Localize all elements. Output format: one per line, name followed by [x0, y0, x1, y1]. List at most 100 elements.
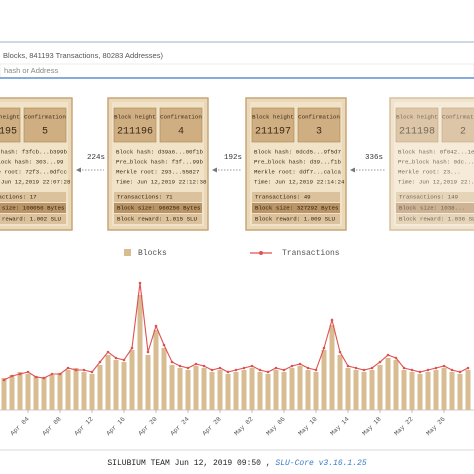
- bar: [441, 368, 447, 410]
- line-point: [146, 350, 150, 354]
- bar: [193, 366, 199, 410]
- line-point: [202, 364, 206, 368]
- bar: [249, 368, 255, 410]
- bar: [137, 295, 143, 410]
- card-header-box: [441, 107, 474, 143]
- legend-dot: [259, 251, 263, 255]
- card-header-box: [113, 107, 157, 143]
- card-stat: Block size: 960256 Bytes: [117, 205, 201, 212]
- line-point: [266, 370, 270, 374]
- block-card[interactable]: Block height 211196 Confirmation 4 Block has…: [107, 97, 209, 231]
- line-point: [162, 343, 166, 347]
- bar: [297, 366, 303, 410]
- card-stat: Transactions: 17: [0, 194, 37, 201]
- line-point: [282, 368, 286, 372]
- bar: [49, 375, 55, 410]
- card-stat: Block reward: 1.002 SLU: [0, 216, 62, 223]
- card-header-value: 211198: [399, 127, 435, 138]
- card-stat: Block reward: 1.036 SLU: [399, 216, 474, 223]
- bar: [41, 377, 47, 410]
- bar: [177, 368, 183, 410]
- card-header-value: 211197: [255, 127, 291, 138]
- line-point: [466, 366, 470, 370]
- bar: [33, 376, 39, 410]
- card-header-label: Confirmation: [160, 114, 202, 121]
- bar: [265, 374, 271, 410]
- card-strip: [0, 214, 66, 224]
- search-box[interactable]: [0, 63, 474, 79]
- block-card[interactable]: Block height 211195 Confirmation 5 Block has…: [0, 97, 73, 231]
- card-header-label: Block height: [252, 114, 294, 121]
- line-point: [386, 353, 390, 357]
- line-point: [10, 374, 14, 378]
- arrow-head: [76, 167, 81, 173]
- card-header-label: Block height: [0, 114, 20, 121]
- bar: [281, 372, 287, 410]
- line-point: [418, 370, 422, 374]
- line-point: [402, 366, 406, 370]
- card-header-label: Block height: [114, 114, 156, 121]
- line-point: [138, 281, 142, 285]
- card-strip: [114, 214, 202, 224]
- line-point: [258, 368, 262, 372]
- bar: [169, 365, 175, 410]
- bar: [121, 362, 127, 410]
- line-point: [66, 366, 70, 370]
- line-point: [82, 368, 86, 372]
- bar: [313, 372, 319, 410]
- card-stat: Block size: 327292 Bytes: [255, 205, 339, 212]
- card-header-box: [297, 107, 341, 143]
- card-info: Block hash: f3fcb...b399b: [0, 149, 67, 156]
- line-point: [298, 362, 302, 366]
- stats: Blocks, 841193 Transactions, 80283 Addre…: [3, 51, 163, 60]
- arrow-head: [350, 167, 355, 173]
- card-info: Time: Jun 12,2019 22:...: [398, 179, 474, 186]
- bar: [337, 355, 343, 410]
- card-header-value: 2: [460, 127, 466, 138]
- card-header-label: Confirmation: [442, 114, 474, 121]
- line-point: [130, 346, 134, 350]
- card-header-label: Confirmation: [24, 114, 66, 121]
- card-info: Merkle root: ddf7...calca: [254, 169, 341, 176]
- arrow-head: [212, 167, 217, 173]
- line-point: [170, 360, 174, 364]
- bar: [185, 370, 191, 410]
- line-point: [314, 368, 318, 372]
- line-point: [274, 366, 278, 370]
- line-point: [114, 356, 118, 360]
- bar: [345, 368, 351, 410]
- card-header-value: 211195: [0, 127, 17, 138]
- card-strip: [252, 192, 340, 202]
- bar: [217, 370, 223, 410]
- interval-label: 336s: [365, 154, 383, 162]
- card-strip: [114, 203, 202, 213]
- block-card[interactable]: Block height 211198 Confirmation 2 Block has…: [389, 97, 474, 231]
- card-info: Pre_block hash: f3f...99b: [116, 159, 203, 166]
- line-point: [74, 368, 78, 372]
- card-header-box: [159, 107, 203, 143]
- card-strip: [252, 214, 340, 224]
- card-strip: [252, 203, 340, 213]
- bar: [329, 325, 335, 410]
- bar: [425, 372, 431, 410]
- bar: [161, 348, 167, 410]
- footer-team: SILUBIUM TEAM Jun 12, 2019 09:50 ,: [107, 459, 270, 468]
- bar: [369, 370, 375, 410]
- block-card[interactable]: Block height 211197 Confirmation 3 Block has…: [245, 97, 347, 231]
- bar: [233, 372, 239, 410]
- bar: [113, 360, 119, 410]
- card-stat: Block reward: 1.009 SLU: [255, 216, 336, 223]
- line-point: [434, 366, 438, 370]
- card-strip: [396, 203, 474, 213]
- card-header-label: Confirmation: [298, 114, 340, 121]
- interval-label: 192s: [224, 154, 242, 162]
- card-info: Block hash: 0f042...1e1c: [398, 149, 474, 156]
- line-point: [218, 366, 222, 370]
- bar: [97, 365, 103, 410]
- bar: [105, 355, 111, 410]
- bar: [273, 370, 279, 410]
- card-info: Merkle root: 72f3...0dfcc: [0, 169, 67, 176]
- bar: [241, 370, 247, 410]
- bar: [401, 370, 407, 410]
- line-point: [58, 372, 62, 376]
